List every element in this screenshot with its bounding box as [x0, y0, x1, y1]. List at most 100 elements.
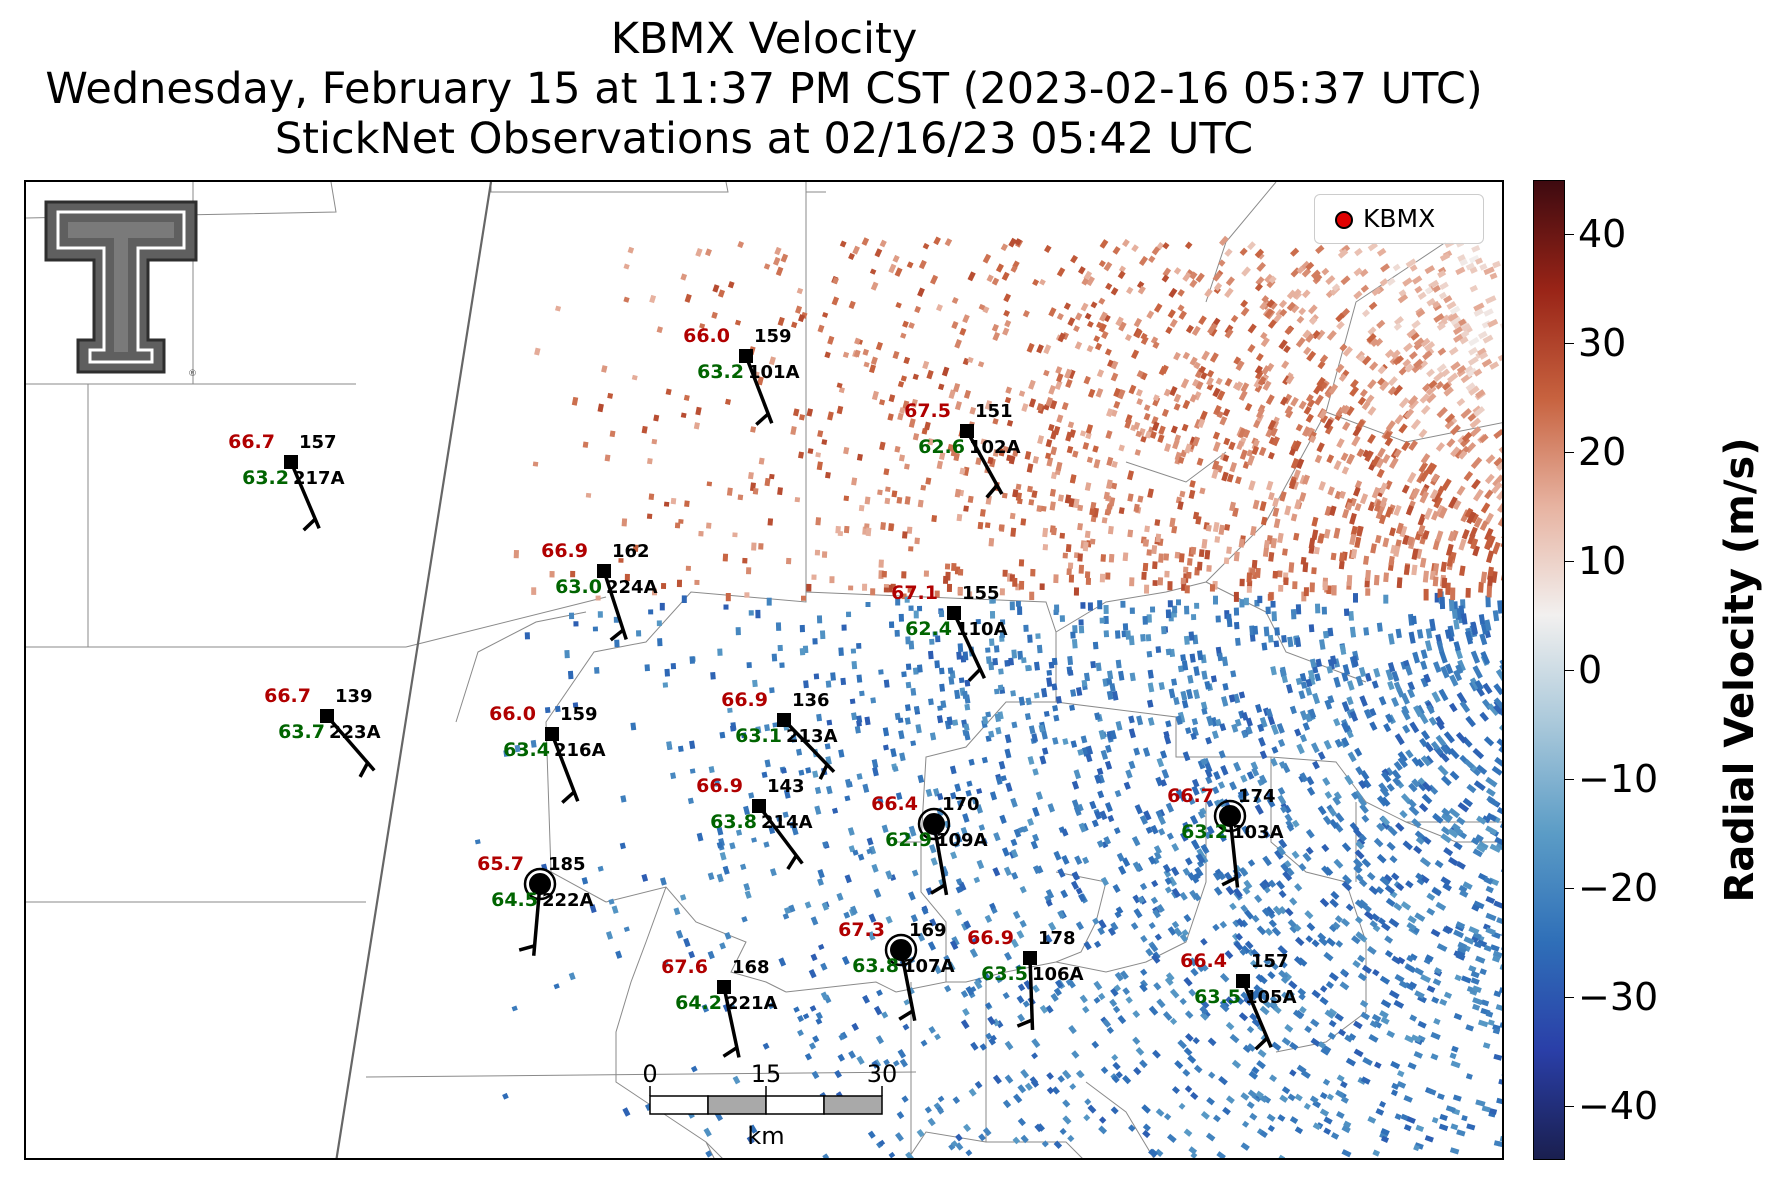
radar-gate	[1420, 660, 1428, 670]
radar-gate	[1213, 886, 1223, 896]
radar-gate	[1484, 473, 1495, 485]
radar-gate	[1152, 341, 1160, 349]
radar-gate	[1235, 476, 1242, 485]
radar-gate	[1495, 1004, 1502, 1012]
radar-gate	[804, 901, 812, 909]
radar-gate	[856, 643, 862, 649]
radar-gate	[896, 496, 903, 504]
radar-gate	[1070, 474, 1077, 483]
radar-gate	[1113, 984, 1121, 992]
radar-gate	[1261, 295, 1270, 303]
radar-gate	[1267, 971, 1276, 980]
radar-gate	[851, 1022, 859, 1032]
radar-gate	[802, 1013, 810, 1020]
radar-gate	[1473, 488, 1484, 502]
radar-gate	[882, 727, 890, 737]
radar-gate	[1297, 987, 1307, 997]
radar-gate	[878, 559, 884, 568]
radar-gate	[568, 612, 575, 620]
radar-gate	[1240, 774, 1248, 783]
radar-gate	[1453, 841, 1463, 851]
radar-gate	[921, 428, 928, 435]
radar-gate	[1050, 993, 1059, 1002]
wind-barb-staff	[757, 804, 804, 865]
radar-gate	[1246, 1025, 1255, 1034]
radar-gate	[1019, 919, 1027, 928]
station-wind-direction: 157	[1251, 951, 1289, 972]
map-panel[interactable]: 66.0 159 63.2 101A 67.5 151 62.6 102A 66.7 157 63.…	[24, 180, 1504, 1160]
radar-gate	[1271, 926, 1282, 937]
radar-gate	[1500, 534, 1502, 549]
radar-gate	[1160, 750, 1168, 759]
radar-gate	[782, 913, 790, 920]
radar-gate	[894, 629, 900, 637]
radar-gate	[769, 687, 775, 694]
radar-gate	[1091, 1040, 1100, 1049]
radar-gate	[1112, 246, 1121, 255]
radar-gate	[1295, 337, 1306, 348]
radar-gate	[1279, 308, 1288, 317]
plot-title-line3: StickNet Observations at 02/16/23 05:42 …	[274, 114, 1254, 164]
radar-gate	[1503, 785, 1504, 795]
radar-gate	[631, 374, 638, 381]
radar-gate	[1249, 959, 1260, 970]
radar-gate	[1074, 341, 1083, 350]
radar-gate	[1269, 427, 1278, 437]
radar-gate	[1423, 341, 1436, 352]
radar-gate	[1391, 697, 1400, 707]
radar-gate	[1408, 981, 1418, 990]
radar-gate	[1188, 988, 1197, 997]
radar-gate	[1306, 786, 1316, 796]
radar-gate	[1071, 638, 1078, 649]
radar-gate	[902, 1023, 910, 1031]
radar-gate	[1319, 354, 1329, 364]
station-marker-calm	[923, 813, 945, 835]
radar-gate	[1376, 822, 1385, 832]
radar-gate	[1187, 674, 1194, 684]
radar-gate	[1368, 885, 1379, 895]
wind-barb-staff	[289, 461, 321, 529]
radar-gate	[981, 756, 988, 764]
station-temperature: 66.0	[489, 703, 536, 725]
radar-gate	[1299, 772, 1309, 783]
radar-gate	[879, 399, 886, 406]
colorbar-tick	[1565, 670, 1574, 671]
radar-gate	[918, 259, 927, 270]
radar-gate	[751, 542, 757, 551]
radar-gate	[1323, 528, 1331, 539]
radar-velocity-field	[474, 235, 1504, 1158]
radar-gate	[1181, 929, 1189, 937]
radar-gate	[937, 1095, 945, 1103]
radar-gate	[1153, 851, 1162, 860]
radar-gate	[1436, 640, 1445, 652]
radar-gate	[1485, 787, 1496, 797]
radar-gate	[821, 439, 828, 445]
radar-gate	[1218, 1075, 1228, 1086]
radar-gate	[954, 689, 961, 700]
radar-gate	[1380, 1135, 1390, 1143]
radar-gate	[1077, 553, 1083, 562]
radar-gate	[976, 859, 985, 870]
radar-gate	[1455, 266, 1466, 276]
radar-gate	[1363, 708, 1372, 719]
radar-gate	[1254, 365, 1263, 375]
radar-gate	[824, 351, 831, 359]
radar-gate	[1393, 448, 1402, 458]
radar-gate	[962, 729, 969, 736]
radar-gate	[1266, 791, 1274, 801]
radar-gate	[908, 322, 915, 329]
radar-gate	[791, 321, 798, 329]
radar-gate	[1115, 906, 1124, 915]
station-marker-square	[284, 455, 298, 469]
radar-gate	[973, 876, 981, 884]
radar-gate	[1251, 767, 1260, 777]
wind-barb-flag	[518, 944, 536, 952]
radar-gate	[1032, 833, 1040, 842]
radar-gate	[1311, 939, 1320, 948]
radar-gate	[922, 360, 930, 370]
radar-gate	[1158, 425, 1166, 435]
radar-gate	[1432, 539, 1441, 551]
radar-gate	[1083, 1114, 1091, 1122]
radar-gate	[1140, 336, 1149, 345]
radar-gate	[1406, 328, 1417, 339]
